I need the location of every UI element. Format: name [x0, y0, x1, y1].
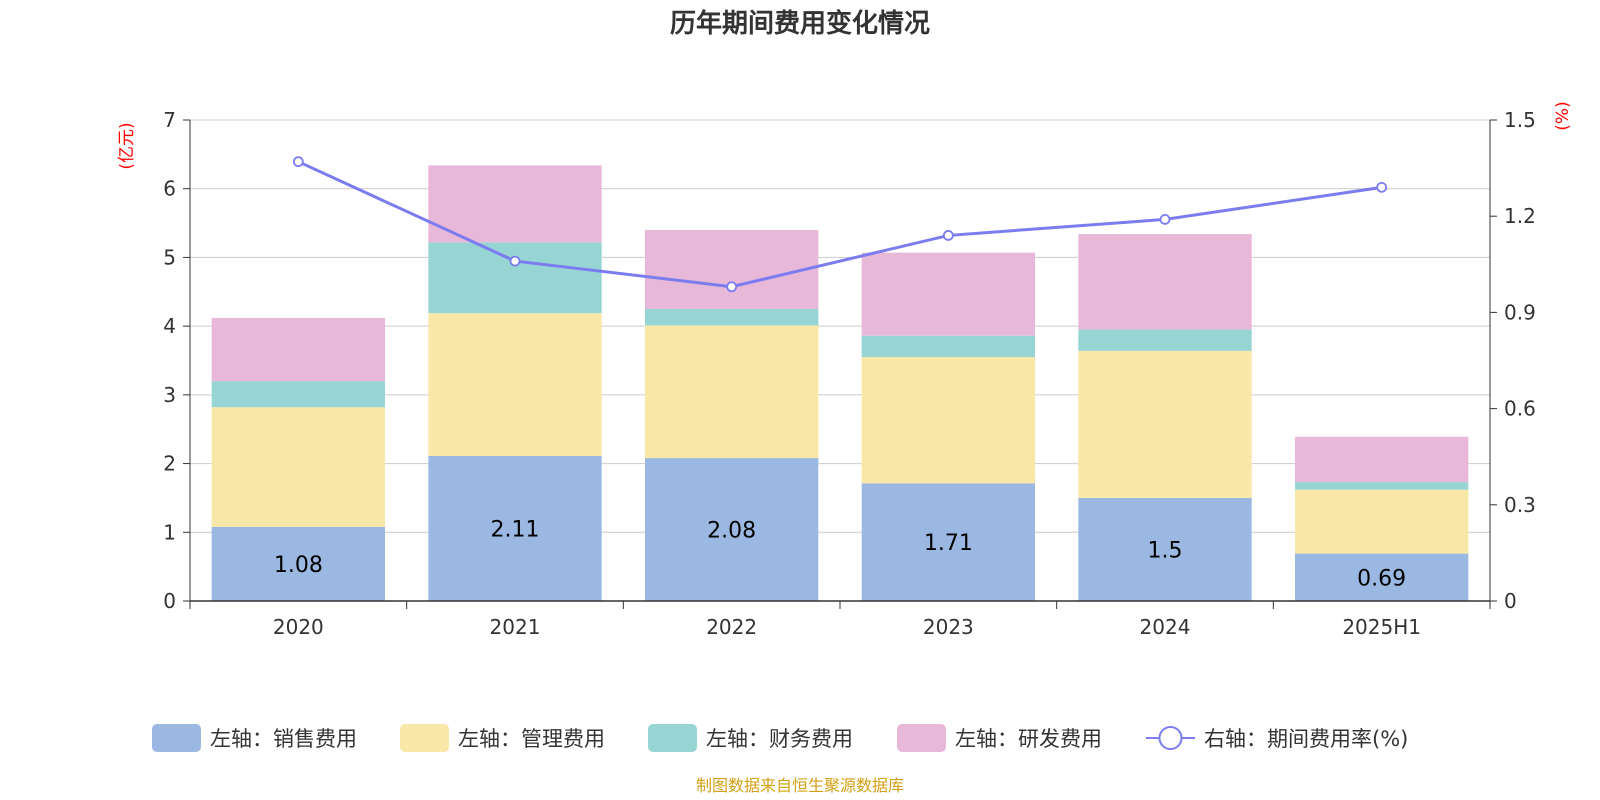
x-axis-tick-label: 2021: [490, 615, 541, 639]
bar-segment: [211, 526, 385, 601]
left-axis-tick-label: 5: [163, 245, 176, 269]
rate-point: [509, 255, 521, 267]
bar-segment: [428, 313, 602, 457]
bar-segment: [428, 165, 602, 243]
bar-segment: [645, 458, 819, 601]
data-label: 2.08: [707, 519, 756, 544]
legend-swatch: [648, 724, 697, 752]
x-axis-tick-label: 2023: [923, 615, 974, 639]
bar-segment: [645, 325, 819, 459]
bar-segment: [1078, 350, 1252, 498]
bar-segment: [861, 252, 1035, 336]
right-axis-tick-label: 0.9: [1504, 300, 1536, 324]
grid-lines: [190, 119, 1490, 533]
left-axis-tick-label: 1: [163, 520, 176, 544]
x-axis-tick-label: 2025H1: [1342, 615, 1421, 639]
bar-segment: [1078, 497, 1252, 601]
data-label: 2.11: [491, 518, 540, 543]
bar-segment: [861, 335, 1035, 358]
x-axis-tick-label: 2024: [1140, 615, 1191, 639]
legend: 左轴：销售费用 左轴：管理费用 左轴：财务费用 左轴：研发费用 右轴：期间费用率(%): [152, 724, 1408, 752]
bar-segment: [645, 308, 819, 326]
data-label: 1.71: [924, 531, 973, 556]
rate-point: [292, 156, 304, 168]
data-label: 1.08: [274, 553, 323, 578]
rate-point: [1159, 214, 1171, 225]
left-axis-tick-label: 3: [163, 383, 176, 407]
bar-segment: [1295, 553, 1469, 601]
right-axis-tick-label: 0.3: [1504, 493, 1536, 517]
bar-segment: [428, 242, 602, 314]
legend-label: 左轴：管理费用: [458, 727, 605, 751]
axes: 0 1 2 3 4 5 6 7 0 0.3 0.6 0.9 1.2 1.5 2020 2021 2022 2023…: [163, 108, 1536, 639]
bar-segment: [211, 381, 385, 408]
bar-segment: [1295, 482, 1469, 490]
left-axis-unit: (亿元): [117, 122, 137, 169]
source-note: 制图数据来自恒生聚源数据库: [696, 776, 904, 795]
legend-label: 左轴：财务费用: [706, 727, 853, 751]
bar-segment: [1078, 329, 1252, 351]
rate-point: [1376, 181, 1388, 193]
left-axis-tick-label: 6: [163, 177, 176, 201]
data-labels: 1.08 2.11 2.08 1.71 1.5 0.69: [274, 518, 1406, 592]
bar-segment: [428, 456, 602, 601]
bars: [211, 165, 1469, 601]
data-label: 0.69: [1357, 566, 1406, 591]
bar-segment: [1295, 436, 1469, 483]
rate-point: [726, 281, 738, 293]
left-axis-tick-label: 7: [163, 108, 176, 132]
legend-label: 左轴：研发费用: [955, 727, 1102, 751]
right-axis-tick-label: 1.2: [1504, 204, 1536, 228]
rate-line: [292, 156, 1388, 293]
legend-swatch: [152, 724, 201, 752]
rate-point: [942, 230, 954, 241]
bar-segment: [861, 357, 1035, 484]
right-axis-tick-label: 1.5: [1504, 108, 1536, 132]
legend-label: 左轴：销售费用: [210, 727, 357, 751]
legend-swatch: [897, 724, 946, 752]
left-axis-tick-label: 2: [163, 452, 176, 476]
legend-label: 右轴：期间费用率(%): [1204, 727, 1408, 751]
legend-marker: [1158, 726, 1183, 750]
bar-segment: [211, 317, 385, 382]
rate-line-path: [297, 160, 1382, 289]
bar-segment: [645, 229, 819, 309]
bar-segment: [1295, 489, 1469, 554]
data-label: 1.5: [1148, 538, 1183, 563]
chart-title: 历年期间费用变化情况: [670, 8, 930, 39]
bar-segment: [1078, 234, 1252, 330]
bar-segment: [861, 483, 1035, 601]
right-axis-tick-label: 0.6: [1504, 397, 1536, 421]
right-axis-unit: (%): [1553, 101, 1573, 130]
left-axis-tick-label: 4: [163, 314, 176, 338]
right-axis-tick-label: 0: [1504, 589, 1517, 613]
legend-swatch: [400, 724, 449, 752]
x-axis-tick-label: 2022: [706, 615, 757, 639]
bar-segment: [211, 407, 385, 527]
x-axis-tick-label: 2020: [273, 615, 324, 639]
left-axis-tick-label: 0: [163, 589, 176, 613]
